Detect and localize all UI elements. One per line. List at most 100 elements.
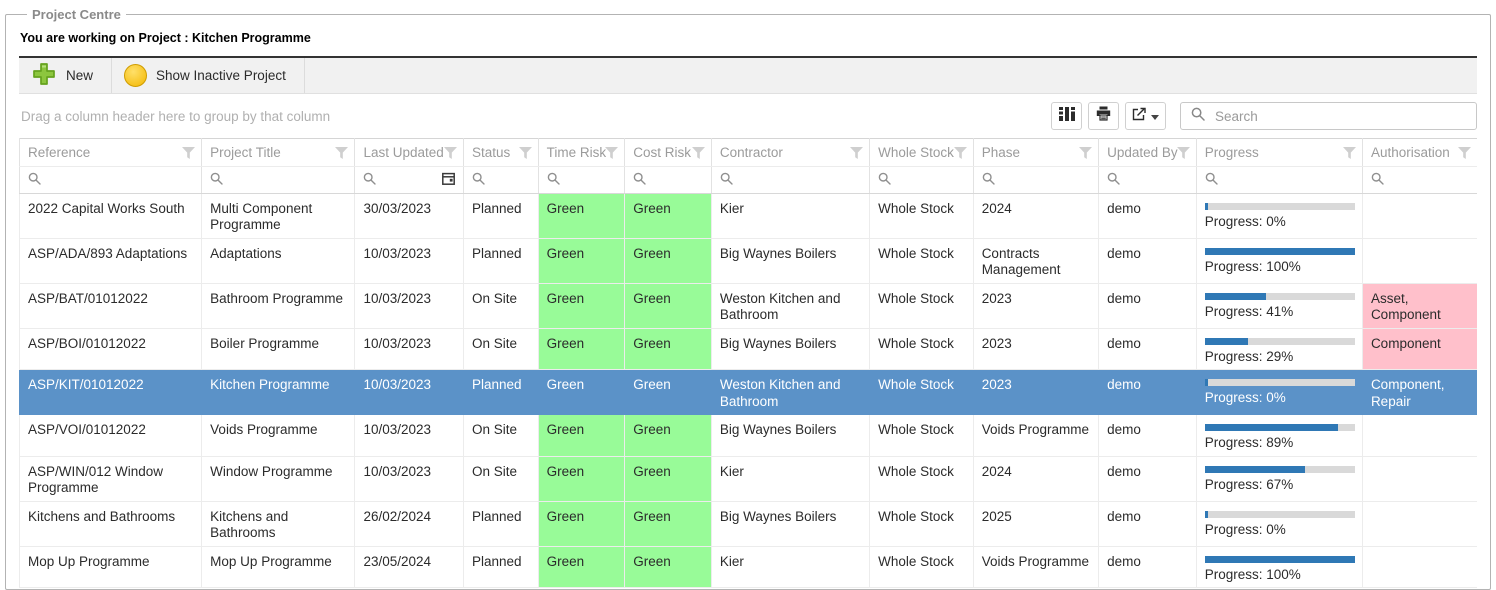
cell-reference: ASP/BOI/01012022 (18, 328, 202, 371)
progress-label: Progress: 67% (1204, 476, 1294, 492)
table-row[interactable]: ASP/BAT/01012022 Bathroom Programme 10/03/… (18, 283, 1477, 329)
cell-progress: Progress: 41% (1195, 283, 1363, 329)
search-icon (720, 172, 733, 190)
cell-contractor: Big Waynes Boilers (710, 238, 870, 284)
cell-phase: 2023 (972, 369, 1099, 416)
new-button[interactable]: New (19, 58, 113, 93)
filter-cell-last_updated[interactable] (354, 166, 464, 194)
group-by-hint[interactable]: Drag a column header here to group by th… (21, 108, 331, 124)
cell-phase: Contracts Management (972, 238, 1099, 284)
filter-cell-reference[interactable] (18, 166, 202, 194)
filter-cell-authorisation[interactable] (1361, 166, 1477, 194)
column-header-whole_stock[interactable]: Whole Stock (869, 138, 974, 167)
progress-fill (1204, 247, 1355, 255)
filter-cell-phase[interactable] (972, 166, 1099, 194)
table-row[interactable]: ASP/ADA/893 Adaptations Adaptations 10/03/… (18, 238, 1477, 284)
filter-funnel-icon[interactable] (953, 147, 967, 162)
cell-phase: 2025 (972, 501, 1099, 547)
cell-whole_stock: Whole Stock (869, 369, 974, 416)
filter-cell-cost_risk[interactable] (624, 166, 712, 194)
print-button[interactable] (1088, 102, 1119, 130)
filter-cell-contractor[interactable] (710, 166, 870, 194)
column-header-cost_risk[interactable]: Cost Risk (624, 138, 712, 167)
cell-progress: Progress: 0% (1195, 501, 1363, 547)
progress-bar (1204, 337, 1355, 345)
filter-funnel-icon[interactable] (1342, 147, 1356, 162)
search-input[interactable] (1213, 107, 1466, 125)
calendar-icon[interactable] (442, 172, 455, 190)
filter-funnel-icon[interactable] (605, 147, 619, 162)
filter-funnel-icon[interactable] (182, 147, 196, 162)
column-chooser-button[interactable] (1051, 102, 1082, 130)
column-chooser-icon (1058, 106, 1075, 126)
export-button[interactable] (1125, 102, 1166, 130)
filter-cell-progress[interactable] (1195, 166, 1363, 194)
cell-time_risk: Green (537, 501, 625, 547)
table-row[interactable]: 2022 Capital Works South Multi Component … (18, 193, 1477, 239)
column-header-contractor[interactable]: Contractor (710, 138, 870, 167)
show-inactive-button[interactable]: Show Inactive Project (112, 58, 305, 93)
cell-progress: Progress: 100% (1195, 238, 1363, 284)
filter-cell-time_risk[interactable] (537, 166, 625, 194)
filter-funnel-icon[interactable] (1458, 147, 1471, 162)
filter-funnel-icon[interactable] (1079, 147, 1093, 162)
cell-contractor: Big Waynes Boilers (710, 414, 870, 457)
table-row[interactable]: ASP/BOI/01012022 Boiler Programme 10/03/20… (18, 328, 1477, 371)
cell-cost_risk: Green (624, 193, 712, 239)
table-row[interactable]: ASP/WIN/012 Window Programme Window Progr… (18, 456, 1477, 502)
column-header-progress[interactable]: Progress (1195, 138, 1363, 167)
table-row[interactable]: ASP/VOI/01012022 Voids Programme 10/03/202… (18, 414, 1477, 457)
filter-funnel-icon[interactable] (444, 147, 457, 162)
cell-updated_by: demo (1098, 193, 1197, 239)
cell-project_title: Adaptations (201, 238, 355, 284)
filter-funnel-icon[interactable] (518, 147, 532, 162)
column-header-project_title[interactable]: Project Title (201, 138, 355, 167)
cell-time_risk: Green (537, 328, 625, 371)
column-header-phase[interactable]: Phase (972, 138, 1099, 167)
filter-funnel-icon[interactable] (1176, 147, 1190, 162)
cell-progress: Progress: 29% (1195, 328, 1363, 371)
filter-cell-project_title[interactable] (201, 166, 355, 194)
filter-funnel-icon[interactable] (335, 147, 349, 162)
group-by-bar: Drag a column header here to group by th… (19, 94, 1477, 138)
table-row[interactable]: Kitchens and Bathrooms Kitchens and Bathr… (18, 501, 1477, 547)
cell-updated_by: demo (1098, 501, 1197, 547)
column-header-last_updated[interactable]: Last Updated (354, 138, 464, 167)
cell-phase: 2023 (972, 328, 1099, 371)
cell-cost_risk: Green (624, 238, 712, 284)
cell-progress: Progress: 0% (1195, 369, 1363, 416)
cell-progress: Progress: 0% (1195, 193, 1363, 239)
column-header-authorisation[interactable]: Authorisation (1361, 138, 1477, 167)
cell-contractor: Kier (710, 456, 870, 502)
cell-cost_risk: Green (624, 456, 712, 502)
progress-label: Progress: 100% (1204, 566, 1301, 582)
search-icon (210, 172, 223, 190)
cell-reference: ASP/ADA/893 Adaptations (18, 238, 202, 284)
cell-whole_stock: Whole Stock (869, 193, 974, 239)
column-header-updated_by[interactable]: Updated By (1098, 138, 1197, 167)
progress-bar (1204, 247, 1355, 255)
cell-reference: ASP/VOI/01012022 (18, 414, 202, 457)
cell-updated_by: demo (1098, 546, 1197, 589)
cell-cost_risk: Green (624, 283, 712, 329)
progress-label: Progress: 29% (1204, 348, 1294, 364)
filter-funnel-icon[interactable] (691, 147, 705, 162)
filter-cell-whole_stock[interactable] (869, 166, 974, 194)
table-row[interactable]: ASP/KIT/01012022 Kitchen Programme 10/03/2… (18, 369, 1477, 416)
filter-cell-updated_by[interactable] (1098, 166, 1197, 194)
cell-phase: 2024 (972, 456, 1099, 502)
cell-status: Planned (463, 546, 539, 589)
cell-whole_stock: Whole Stock (869, 501, 974, 547)
filter-funnel-icon[interactable] (850, 147, 864, 162)
search-icon (547, 172, 560, 190)
table-row[interactable]: Mop Up Programme Mop Up Programme 23/05/20… (18, 546, 1477, 589)
column-header-time_risk[interactable]: Time Risk (537, 138, 625, 167)
cell-last_updated: 10/03/2023 (354, 456, 464, 502)
column-header-label: Authorisation (1370, 145, 1450, 160)
filter-cell-status[interactable] (463, 166, 539, 194)
column-header-reference[interactable]: Reference (18, 138, 202, 167)
column-header-status[interactable]: Status (463, 138, 539, 167)
cell-phase: 2024 (972, 193, 1099, 239)
cell-progress: Progress: 67% (1195, 456, 1363, 502)
cell-whole_stock: Whole Stock (869, 283, 974, 329)
